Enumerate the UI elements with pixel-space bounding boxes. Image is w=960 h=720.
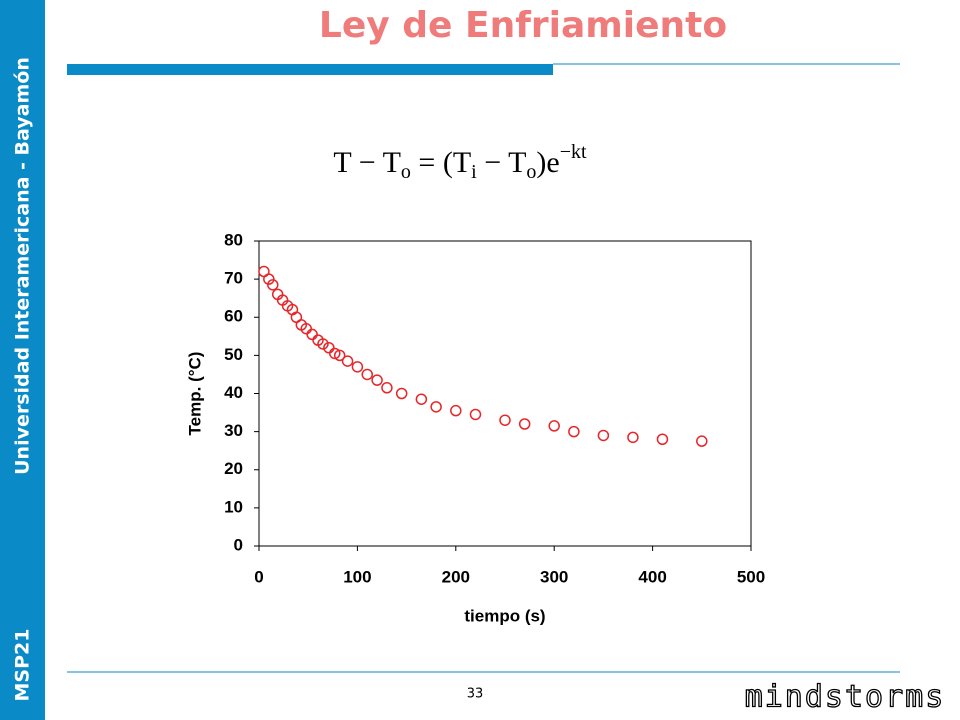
point <box>548 420 560 432</box>
page-number: 33 <box>467 687 484 702</box>
y-tick-label: 80 <box>224 230 243 249</box>
point <box>597 429 610 442</box>
point <box>300 322 312 335</box>
x-tick-label: 0 <box>254 567 263 586</box>
sidebar <box>0 0 45 720</box>
point <box>323 342 335 354</box>
point <box>430 401 442 413</box>
point <box>351 361 364 373</box>
formula-part: i <box>471 161 477 183</box>
formula-part: −kt <box>560 141 587 163</box>
y-tick-label: 30 <box>224 421 243 440</box>
x-axis-label: tiempo (s) <box>464 606 545 625</box>
point <box>361 368 373 381</box>
point <box>415 393 428 405</box>
formula: T − To = (Ti − To)e−kt <box>333 141 587 183</box>
y-tick-label: 70 <box>224 269 243 288</box>
y-tick-label: 10 <box>224 497 243 516</box>
point <box>317 338 329 350</box>
y-tick-label: 20 <box>224 459 243 478</box>
point <box>333 349 346 362</box>
point <box>306 328 318 341</box>
point <box>696 435 708 447</box>
plot-area <box>258 240 752 547</box>
course: MSP21 <box>12 629 34 702</box>
logo: mindstorms <box>745 680 946 715</box>
point <box>395 387 408 400</box>
point <box>518 418 531 430</box>
x-tick-label: 300 <box>540 567 568 586</box>
x-tick-label: 400 <box>638 567 666 586</box>
point <box>381 382 393 394</box>
formula-part: = (T <box>411 146 471 179</box>
y-tick-label: 60 <box>224 307 243 326</box>
point <box>341 355 354 367</box>
formula-part: T − T <box>333 146 401 179</box>
y-tick-label: 40 <box>224 383 243 402</box>
formula-part: − T <box>477 146 527 179</box>
slide-title: Ley de Enfriamiento <box>319 5 727 46</box>
point <box>371 374 383 386</box>
point <box>656 433 669 445</box>
point <box>450 404 462 417</box>
point <box>267 279 279 291</box>
point <box>568 425 580 438</box>
title-bar <box>67 64 553 75</box>
point <box>627 431 639 444</box>
formula-part: )e <box>536 146 559 179</box>
point <box>329 347 341 360</box>
y-tick-label: 0 <box>234 535 243 554</box>
x-tick-label: 500 <box>737 567 765 586</box>
y-axis-label: Temp. (°C) <box>185 352 204 436</box>
x-tick-label: 200 <box>442 567 470 586</box>
point <box>499 414 511 426</box>
formula-part: o <box>401 161 411 183</box>
institution: Universidad Interamericana - Bayamón <box>12 57 34 475</box>
formula-part: o <box>526 161 536 183</box>
point <box>469 408 482 421</box>
y-tick-label: 50 <box>224 345 243 364</box>
x-tick-label: 100 <box>343 567 371 586</box>
point <box>263 273 275 285</box>
